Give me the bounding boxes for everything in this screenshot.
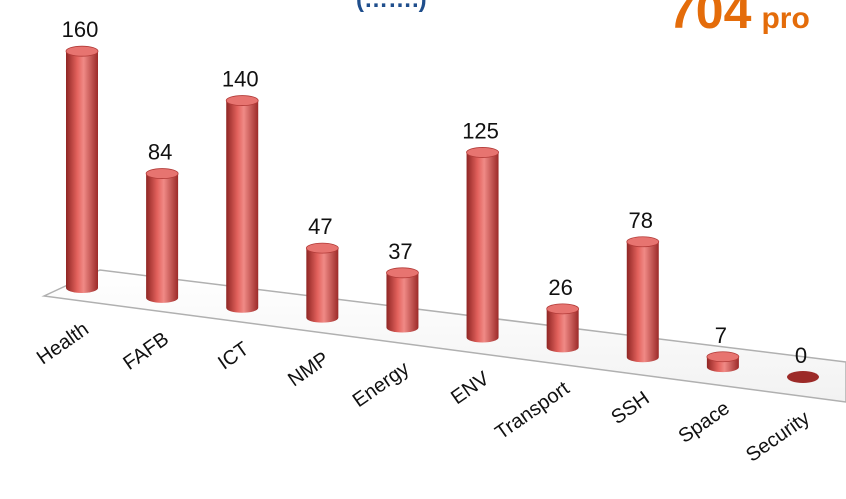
value-label: 47 — [308, 214, 332, 239]
bar-top — [386, 267, 419, 279]
category-label: Space — [675, 397, 734, 448]
category-label: ENV — [447, 367, 494, 409]
bar-top — [706, 351, 740, 363]
value-label: 140 — [222, 67, 259, 92]
bar-body — [386, 272, 419, 333]
bar-ssh — [626, 236, 660, 363]
category-label: Energy — [349, 358, 414, 412]
headline-total: 704 pro — [668, 0, 810, 40]
category-label: NMP — [284, 348, 333, 392]
bar-body — [546, 308, 579, 353]
value-label: 7 — [715, 323, 727, 348]
chart-title-cut: (…….) — [356, 0, 427, 14]
category-label: Security — [742, 407, 814, 466]
value-label: 160 — [62, 17, 99, 42]
bar-space — [706, 351, 740, 373]
bar-body — [466, 152, 499, 343]
bar-top — [145, 168, 179, 179]
value-label: 84 — [148, 140, 172, 165]
value-label: 0 — [795, 343, 807, 368]
category-label: FAFB — [119, 328, 173, 375]
bar-top — [546, 303, 580, 315]
value-label: 78 — [629, 208, 653, 233]
value-label: 26 — [548, 275, 572, 300]
bar-top — [466, 147, 499, 158]
category-label: SSH — [607, 387, 653, 429]
bar-body — [626, 241, 659, 363]
bar-ict — [225, 95, 259, 313]
bar-fafb — [145, 168, 179, 303]
bar-top — [225, 95, 259, 106]
bar-body — [66, 51, 98, 294]
bar-health — [65, 45, 99, 294]
bar-top — [305, 242, 339, 254]
bar-top — [626, 236, 660, 248]
bar-energy — [386, 267, 419, 333]
bar-env — [466, 147, 499, 343]
bar-security — [787, 371, 819, 383]
bar-nmp — [305, 242, 339, 323]
headline-number: 704 — [668, 0, 752, 39]
bar-disc — [787, 371, 819, 383]
bar-top — [65, 45, 99, 57]
category-label: ICT — [214, 338, 253, 375]
headline-word: pro — [761, 2, 810, 35]
value-label: 125 — [462, 118, 499, 143]
bar-body — [306, 248, 339, 323]
category-label: Health — [33, 318, 93, 369]
bar-body — [226, 100, 259, 313]
bar-body — [146, 173, 179, 303]
category-label: Transport — [491, 377, 573, 444]
bar-transport — [546, 303, 580, 353]
value-label: 37 — [388, 239, 412, 264]
